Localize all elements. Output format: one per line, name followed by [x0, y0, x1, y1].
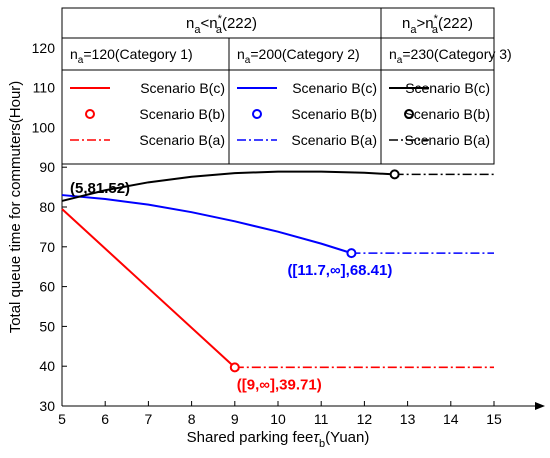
series-2-scenario-bb-point: [346, 248, 357, 259]
legend-entry-label: Scenario B(a): [291, 132, 377, 148]
y-tick-label: 30: [39, 398, 55, 414]
x-tick-label: 9: [231, 411, 239, 427]
legend-swatch-bb: [85, 109, 95, 119]
annotation-black: (5,81.52): [70, 180, 130, 197]
y-tick-label: 90: [39, 159, 55, 175]
annotation-blue: ([11.7,∞],68.41): [287, 262, 392, 279]
legend-swatch-bb: [252, 109, 262, 119]
x-axis-label: Shared parking feeτb(Yuan): [187, 429, 370, 450]
legend-table: na<n* a(222) na>n* a(222) na=120(Category 1)…: [61, 7, 512, 165]
annotation-layer: ([9,∞],39.71) ([11.7,∞],68.41) (5,81.52): [70, 180, 392, 393]
annotation-red: ([9,∞],39.71): [237, 376, 322, 393]
x-tick-label: 15: [486, 411, 502, 427]
y-tick-label: 100: [32, 119, 56, 135]
series-1-scenario-bc-line: [61, 208, 236, 369]
legend-swatch-bb: [404, 109, 414, 119]
y-tick-label: 80: [39, 199, 55, 215]
x-tick-label: 11: [314, 411, 329, 427]
series-3-scenario-bb-point: [389, 169, 400, 180]
legend-column-header-1: na=120(Category 1): [70, 46, 193, 66]
legend-entry-label: Scenario B(b): [404, 106, 490, 122]
legend-column-header-3: na=230(Category 3): [389, 46, 512, 66]
legend-column-header-2: na=200(Category 2): [237, 46, 360, 66]
legend-entry-label: Scenario B(b): [139, 106, 225, 122]
x-tick-label: 8: [188, 411, 196, 427]
x-tick-label: 14: [443, 411, 459, 427]
y-tick-label: 40: [39, 358, 55, 374]
series-layer: [61, 169, 494, 373]
series-3-scenario-bc-line: [61, 170, 395, 202]
x-tick-label: 12: [357, 411, 373, 427]
y-tick-label: 70: [39, 239, 55, 255]
y-tick-label: 120: [32, 40, 56, 56]
x-tick-label: 6: [101, 411, 109, 427]
legend-entry-label: Scenario B(c): [140, 80, 225, 96]
series-1-scenario-bb-point: [229, 362, 240, 373]
x-tick-label: 13: [400, 411, 416, 427]
x-tick-label: 10: [270, 411, 286, 427]
legend-frame: [61, 7, 495, 165]
y-axis-label: Total queue time for commuters(Hour): [7, 81, 24, 334]
legend-entry-label: Scenario B(a): [139, 132, 225, 148]
legend-header-group-2: na>n* a(222): [402, 13, 473, 36]
legend-entry-label: Scenario B(c): [292, 80, 377, 96]
x-tick-label: 5: [58, 411, 66, 427]
legend-entry-label: Scenario B(b): [291, 106, 377, 122]
legend-header-group-1: na<n* a(222): [186, 13, 257, 36]
y-tick-label: 60: [39, 279, 55, 295]
x-tick-label: 7: [145, 411, 153, 427]
legend-entry-label: Scenario B(c): [405, 80, 490, 96]
y-tick-label: 110: [33, 80, 56, 96]
axes: 30 40 50 60 70 80 90 100 110 120 5 6 7 8 9 10 11 12 13 14 15…: [7, 8, 545, 450]
legend-entry-label: Scenario B(a): [404, 132, 490, 148]
y-tick-label: 50: [39, 318, 55, 334]
series-2-scenario-bc-line: [61, 194, 352, 255]
